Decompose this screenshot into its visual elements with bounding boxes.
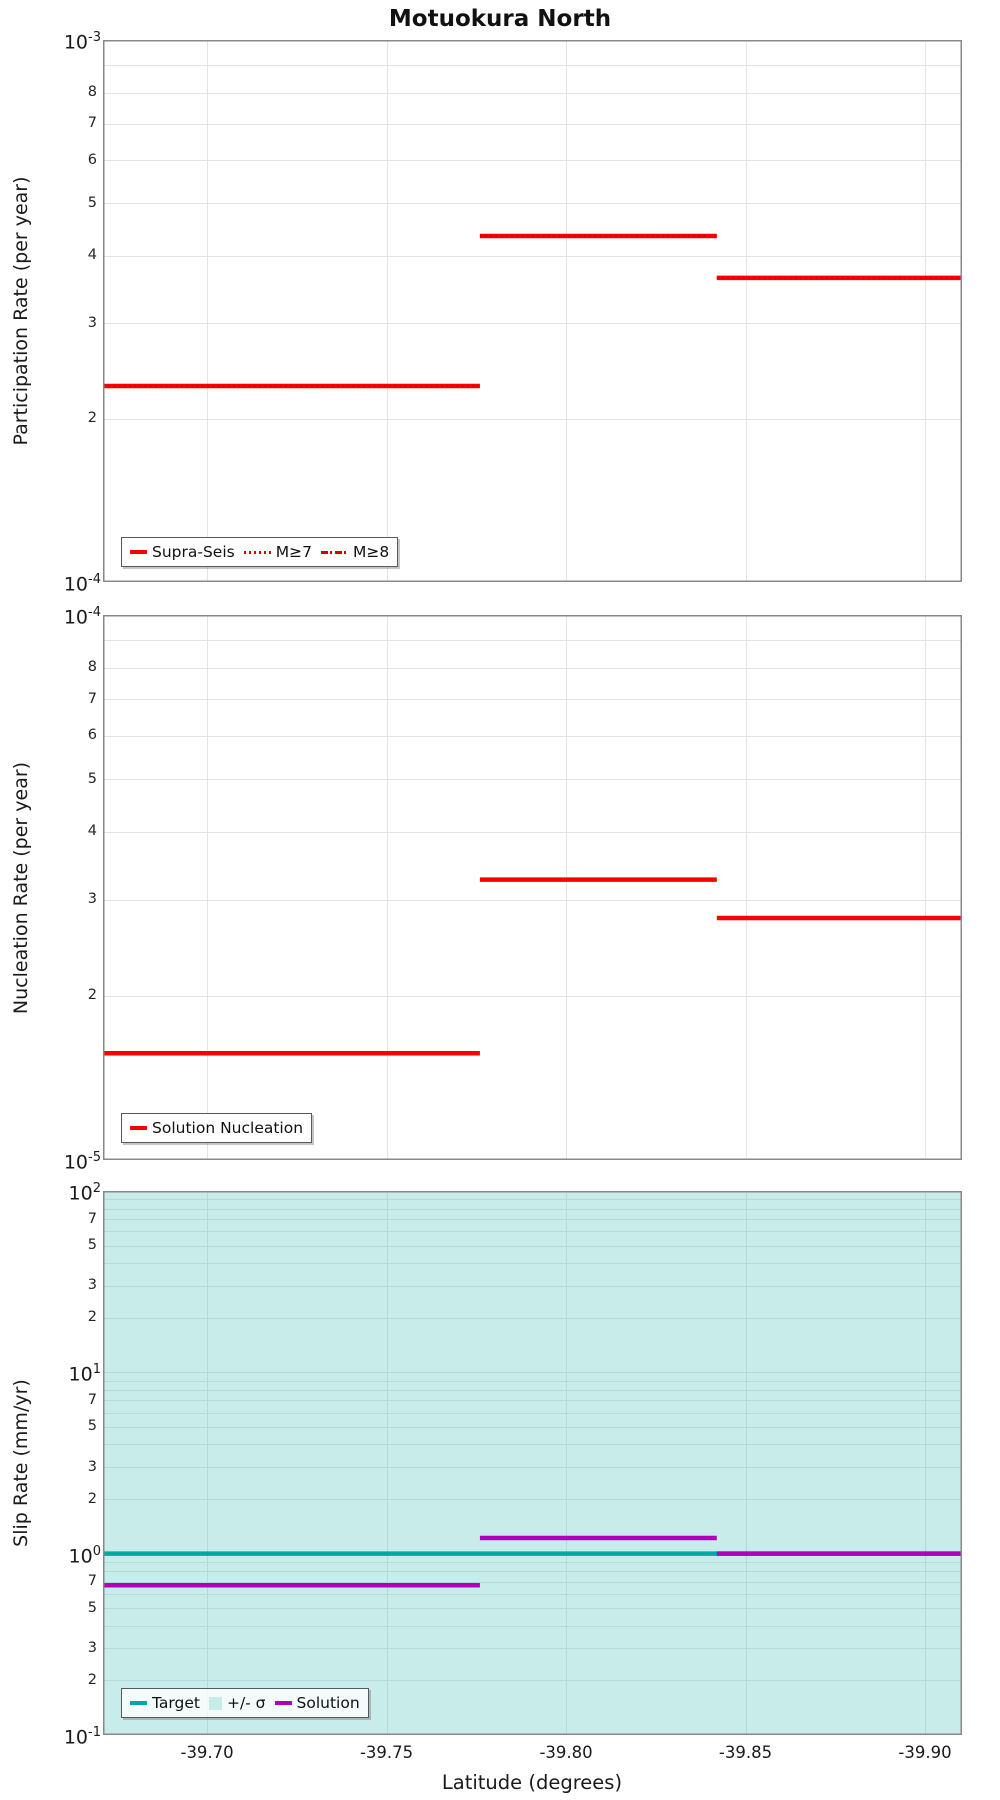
legend-label-solution-nucleation: Solution Nucleation bbox=[152, 1119, 304, 1137]
y-tick-label-major: 10-4 bbox=[63, 572, 101, 596]
legend-label-solution: Solution bbox=[296, 1694, 360, 1712]
panel-border bbox=[103, 1191, 962, 1735]
y-tick-label-minor: 3 bbox=[87, 1639, 97, 1656]
legend-slip-rate: Target +/- σ Solution bbox=[121, 1688, 369, 1718]
legend-item: Solution Nucleation bbox=[130, 1119, 303, 1137]
chart-title: Motuokura North bbox=[388, 6, 612, 32]
sigma-band-swatch bbox=[208, 1696, 222, 1710]
y-tick-label-minor: 7 bbox=[87, 1210, 97, 1227]
y-tick-label-major: 101 bbox=[68, 1362, 101, 1386]
y-axis-label-nucleation: Nucleation Rate (per year) bbox=[10, 761, 32, 1015]
y-tick-label-major: 10-1 bbox=[63, 1725, 101, 1749]
y-tick-label-major: 10-5 bbox=[63, 1150, 101, 1174]
y-tick-label-minor: 8 bbox=[87, 659, 97, 676]
y-tick-label-minor: 5 bbox=[87, 770, 97, 787]
legend-item: Target bbox=[130, 1694, 200, 1712]
x-tick-label: -39.85 bbox=[718, 1743, 773, 1762]
legend-label-m-ge-7: M≥7 bbox=[275, 543, 312, 561]
y-tick-label-minor: 7 bbox=[87, 115, 97, 132]
y-tick-label-minor: 2 bbox=[87, 1671, 97, 1688]
y-tick-label-minor: 8 bbox=[87, 84, 97, 101]
y-tick-label-major: 10-4 bbox=[63, 605, 101, 629]
y-tick-label-minor: 5 bbox=[87, 1237, 97, 1254]
legend-item: M≥7 bbox=[243, 543, 312, 561]
y-tick-label-minor: 2 bbox=[87, 1309, 97, 1326]
y-axis-label-slip-rate: Slip Rate (mm/yr) bbox=[10, 1379, 32, 1547]
legend-item: +/- σ bbox=[208, 1694, 266, 1712]
x-tick-label: -39.75 bbox=[359, 1743, 414, 1762]
legend-participation: Supra-Seis M≥7 M≥8 bbox=[121, 537, 399, 567]
target-line-swatch bbox=[130, 1701, 147, 1705]
legend-label-supra-seis: Supra-Seis bbox=[152, 543, 235, 561]
y-tick-label-minor: 5 bbox=[87, 1418, 97, 1435]
nucleation-rate-panel bbox=[103, 615, 962, 1160]
y-tick-label-minor: 3 bbox=[87, 1277, 97, 1294]
y-tick-label-minor: 3 bbox=[87, 891, 97, 908]
y-tick-label-minor: 2 bbox=[87, 410, 97, 427]
slip-rate-panel bbox=[103, 1191, 962, 1735]
legend-item: M≥8 bbox=[320, 543, 390, 561]
legend-label-m-ge-8: M≥8 bbox=[352, 543, 390, 561]
x-tick-label: -39.80 bbox=[539, 1743, 593, 1762]
legend-label-sigma: +/- σ bbox=[226, 1694, 266, 1712]
y-tick-label-minor: 6 bbox=[87, 727, 97, 744]
y-tick-label-major: 10-3 bbox=[63, 30, 101, 54]
legend-item: Solution bbox=[274, 1694, 360, 1712]
y-tick-label-major: 100 bbox=[68, 1543, 101, 1567]
solution-line-swatch bbox=[274, 1701, 292, 1705]
panel-border bbox=[103, 40, 962, 582]
y-tick-label-minor: 2 bbox=[87, 987, 97, 1004]
participation-rate-panel bbox=[103, 40, 962, 582]
y-tick-label-minor: 5 bbox=[87, 194, 97, 211]
y-tick-label-major: 102 bbox=[68, 1181, 101, 1205]
y-tick-label-minor: 7 bbox=[87, 1573, 97, 1590]
y-axis-label-participation: Participation Rate (per year) bbox=[10, 176, 32, 446]
legend-nucleation: Solution Nucleation bbox=[121, 1113, 313, 1143]
y-tick-label-minor: 6 bbox=[87, 151, 97, 168]
legend-label-target: Target bbox=[152, 1694, 200, 1712]
legend-item: Supra-Seis bbox=[130, 543, 235, 561]
panel-border bbox=[103, 615, 962, 1160]
y-tick-label-minor: 3 bbox=[87, 1458, 97, 1475]
y-tick-label-minor: 5 bbox=[87, 1599, 97, 1616]
y-tick-label-minor: 2 bbox=[87, 1490, 97, 1507]
y-tick-label-minor: 4 bbox=[87, 247, 97, 264]
solution-nucleation-line-swatch bbox=[130, 1126, 147, 1130]
sigma-band-fill bbox=[103, 1191, 962, 1735]
y-tick-label-minor: 4 bbox=[87, 823, 97, 840]
m-ge-8-line-swatch bbox=[320, 550, 348, 554]
y-tick-label-minor: 7 bbox=[87, 690, 97, 707]
m-ge-7-line-swatch bbox=[243, 550, 271, 554]
x-tick-label: -39.70 bbox=[180, 1743, 234, 1762]
y-tick-label-minor: 3 bbox=[87, 314, 97, 331]
x-axis-label: Latitude (degrees) bbox=[441, 1771, 623, 1794]
y-tick-label-minor: 7 bbox=[87, 1391, 97, 1408]
x-tick-label: -39.90 bbox=[898, 1743, 952, 1762]
supra-seis-line-swatch bbox=[130, 550, 147, 554]
